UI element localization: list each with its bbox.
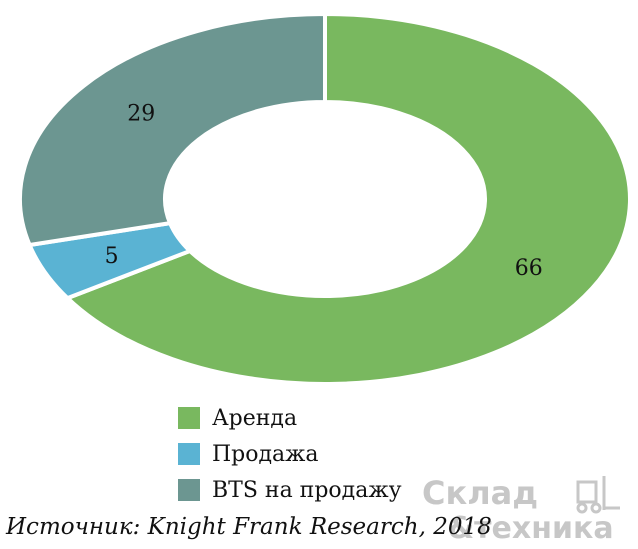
donut-chart: 66 5 29 [18, 11, 632, 386]
legend-label-bts: BTS на продажу [212, 477, 402, 503]
source-note: Источник: Knight Frank Research, 2018 [6, 514, 492, 540]
legend-swatch-arenda [178, 407, 200, 429]
data-label-bts: 29 [127, 102, 155, 127]
legend-item-prodazha: Продажа [178, 436, 402, 472]
legend-swatch-bts [178, 479, 200, 501]
legend-item-bts: BTS на продажу [178, 472, 402, 508]
legend: Аренда Продажа BTS на продажу [178, 400, 402, 508]
forklift-icon [576, 476, 620, 514]
slice-bts [18, 11, 327, 248]
legend-swatch-prodazha [178, 443, 200, 465]
watermark-logo: Склад &техника [422, 474, 620, 544]
legend-label-arenda: Аренда [212, 405, 298, 431]
data-label-arenda: 66 [515, 256, 543, 281]
watermark-line2: &техника [448, 511, 614, 544]
legend-item-arenda: Аренда [178, 400, 402, 436]
watermark-line1: Склад [422, 474, 538, 512]
legend-label-prodazha: Продажа [212, 441, 319, 467]
slice-arenda [63, 11, 632, 386]
data-label-prodazha: 5 [105, 244, 119, 269]
